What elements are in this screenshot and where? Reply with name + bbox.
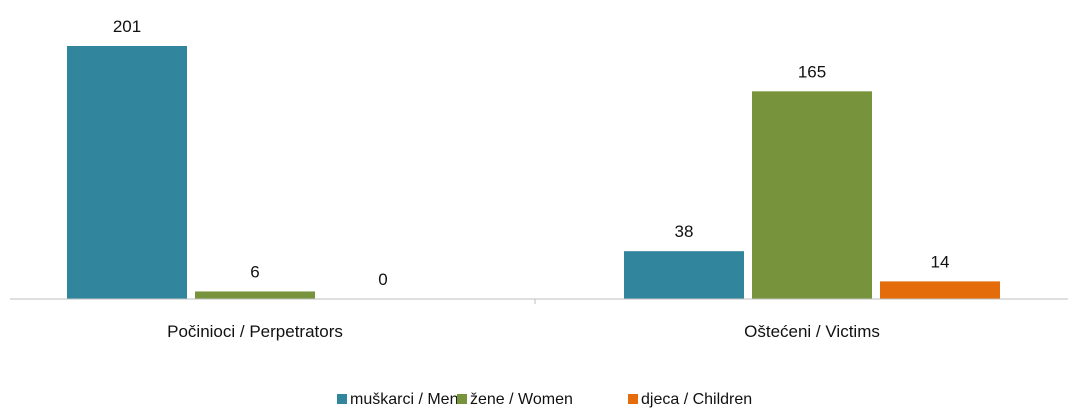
legend-label: žene / Women <box>470 391 573 408</box>
legend-label: muškarci / Men <box>350 391 458 408</box>
category-label: Počinioci / Perpetrators <box>167 322 343 341</box>
bar-0-0 <box>67 46 187 299</box>
legend-swatch <box>337 394 347 404</box>
category-labels-group: Počinioci / Perpetrators Oštećeni / Victi… <box>167 322 880 341</box>
bar-2-1 <box>880 281 1000 299</box>
bar-value-label: 0 <box>378 270 387 289</box>
bar-value-label: 165 <box>798 62 826 81</box>
bar-1-0 <box>195 291 315 299</box>
bars-group <box>67 46 1000 299</box>
value-labels-group: 201 6 0 38 165 14 <box>113 17 950 289</box>
legend-label: djeca / Children <box>641 391 752 408</box>
bar-value-label: 6 <box>250 262 259 281</box>
bar-value-label: 14 <box>931 252 950 271</box>
bar-1-1 <box>752 91 872 299</box>
legend-swatch <box>628 394 638 404</box>
category-label: Oštećeni / Victims <box>744 322 880 341</box>
bar-0-1 <box>624 251 744 299</box>
legend-swatch <box>457 394 467 404</box>
bar-value-label: 38 <box>675 222 694 241</box>
legend: muškarci / Men žene / Women djeca / Childr… <box>337 391 752 408</box>
bar-value-label: 201 <box>113 17 141 36</box>
